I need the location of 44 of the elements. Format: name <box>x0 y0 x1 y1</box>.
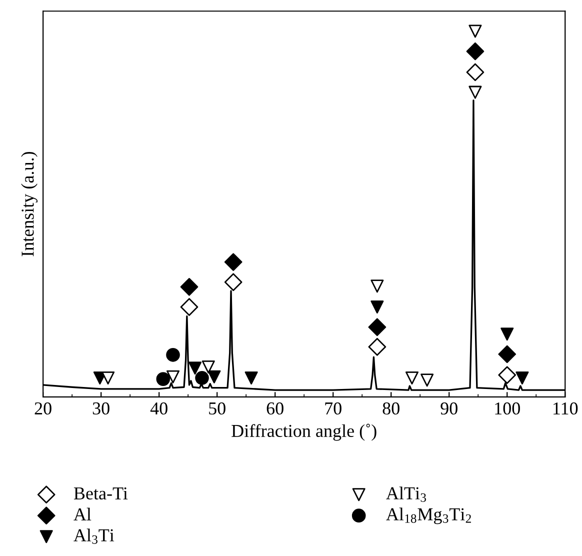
x-tick-label: 20 <box>34 402 52 415</box>
x-tick-label: 70 <box>325 402 342 415</box>
point <box>180 298 198 316</box>
legend-label: AlTi$_{3}$ <box>386 486 426 502</box>
point <box>208 370 221 384</box>
x-axis-title: Diffraction angle (˚) <box>232 424 376 441</box>
point <box>195 371 209 385</box>
point <box>368 338 386 356</box>
point <box>370 300 384 314</box>
point <box>368 318 386 336</box>
point <box>468 86 482 99</box>
x-tick-label: 60 <box>266 402 284 415</box>
point <box>498 345 516 364</box>
point <box>166 370 180 384</box>
point <box>244 371 258 384</box>
point <box>224 273 242 292</box>
point <box>498 366 516 384</box>
point <box>156 372 170 386</box>
legend-label: Al$_{3}$Ti <box>74 528 114 544</box>
x-tick-label: 30 <box>92 402 110 415</box>
point <box>180 278 198 296</box>
y-axis-title: Intensity (a.u.) <box>21 152 38 256</box>
x-tick-label: 90 <box>440 402 458 415</box>
legend-label: Al <box>74 508 92 520</box>
point <box>466 42 484 60</box>
point <box>420 374 434 387</box>
point <box>516 371 529 384</box>
point <box>370 280 384 293</box>
point <box>188 362 202 375</box>
legend-label: Beta-Ti <box>74 487 128 500</box>
point <box>405 371 418 384</box>
x-tick-label: 80 <box>382 402 400 415</box>
x-tick-label: 100 <box>495 402 520 415</box>
point <box>166 348 180 362</box>
point <box>202 360 215 374</box>
point <box>468 24 482 38</box>
point <box>224 253 242 271</box>
point <box>466 63 484 82</box>
point <box>102 371 115 384</box>
legend-label: Al$_{18}$Mg$_{3}$Ti$_{2}$ <box>386 508 471 524</box>
x-tick-label: 110 <box>554 402 578 415</box>
x-tick-label: 50 <box>209 402 226 415</box>
point <box>500 328 514 341</box>
x-tick-label: 40 <box>150 402 168 415</box>
